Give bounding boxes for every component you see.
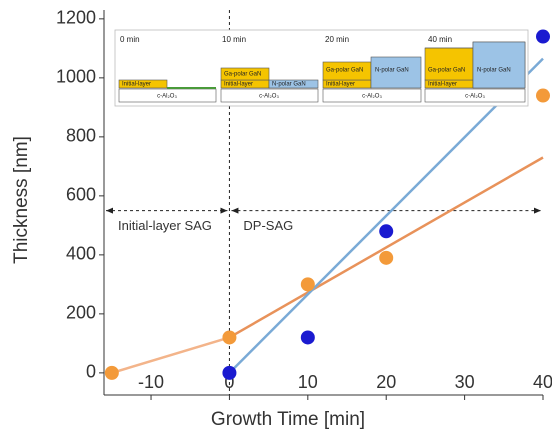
data-point bbox=[379, 251, 393, 265]
data-point bbox=[301, 277, 315, 291]
x-tick-label: -10 bbox=[138, 372, 164, 392]
y-tick-label: 1000 bbox=[56, 67, 96, 87]
fit-line bbox=[229, 158, 543, 338]
layer-label: Initial-layer bbox=[122, 82, 151, 88]
layer-label: Initial-layer bbox=[224, 82, 253, 88]
y-tick-label: 0 bbox=[86, 362, 96, 382]
ga-polar-layer bbox=[425, 48, 473, 80]
substrate-label: c-Al₂O₃ bbox=[259, 94, 279, 100]
layer-label: Ga-polar GaN bbox=[326, 68, 363, 74]
phase-label: Initial-layer SAG bbox=[118, 218, 212, 233]
inset-time: 10 min bbox=[222, 35, 246, 44]
layer-label: N-polar GaN bbox=[272, 82, 306, 88]
fit-line bbox=[112, 337, 230, 372]
y-tick-label: 200 bbox=[66, 303, 96, 323]
n-polar-layer bbox=[473, 42, 525, 88]
data-point bbox=[536, 30, 550, 44]
data-point bbox=[222, 366, 236, 380]
inset-time: 0 min bbox=[120, 35, 140, 44]
data-point bbox=[379, 224, 393, 238]
data-point bbox=[222, 330, 236, 344]
y-tick-label: 600 bbox=[66, 185, 96, 205]
substrate-label: c-Al₂O₃ bbox=[465, 94, 485, 100]
layer-label: N-polar GaN bbox=[477, 68, 511, 74]
x-tick-label: 20 bbox=[376, 372, 396, 392]
inset-time: 20 min bbox=[325, 35, 349, 44]
data-point bbox=[536, 89, 550, 103]
substrate-label: c-Al₂O₃ bbox=[362, 94, 382, 100]
y-tick-label: 400 bbox=[66, 244, 96, 264]
layer-label: Ga-polar GaN bbox=[224, 72, 261, 78]
layer-label: Initial-layer bbox=[428, 82, 457, 88]
mask bbox=[167, 87, 216, 89]
layer-label: N-polar GaN bbox=[375, 68, 409, 74]
y-axis-label: Thickness [nm] bbox=[11, 136, 32, 264]
data-point bbox=[301, 330, 315, 344]
layer-label: Ga-polar GaN bbox=[428, 68, 465, 74]
inset-diagram: 0 min 10 min 20 min 40 min c-Al₂O₃ Initi… bbox=[115, 30, 528, 106]
layer-label: Initial-layer bbox=[326, 82, 355, 88]
phase-label: DP-SAG bbox=[243, 218, 293, 233]
x-tick-label: 10 bbox=[298, 372, 318, 392]
substrate-label: c-Al₂O₃ bbox=[157, 94, 177, 100]
chart: Growth Time [min] Thickness [nm] 0200400… bbox=[0, 0, 552, 435]
inset-time: 40 min bbox=[428, 35, 452, 44]
data-point bbox=[105, 366, 119, 380]
y-tick-label: 800 bbox=[66, 126, 96, 146]
y-tick-label: 1200 bbox=[56, 8, 96, 28]
x-axis-label: Growth Time [min] bbox=[211, 409, 365, 430]
x-tick-label: 30 bbox=[455, 372, 475, 392]
x-tick-label: 40 bbox=[533, 372, 552, 392]
